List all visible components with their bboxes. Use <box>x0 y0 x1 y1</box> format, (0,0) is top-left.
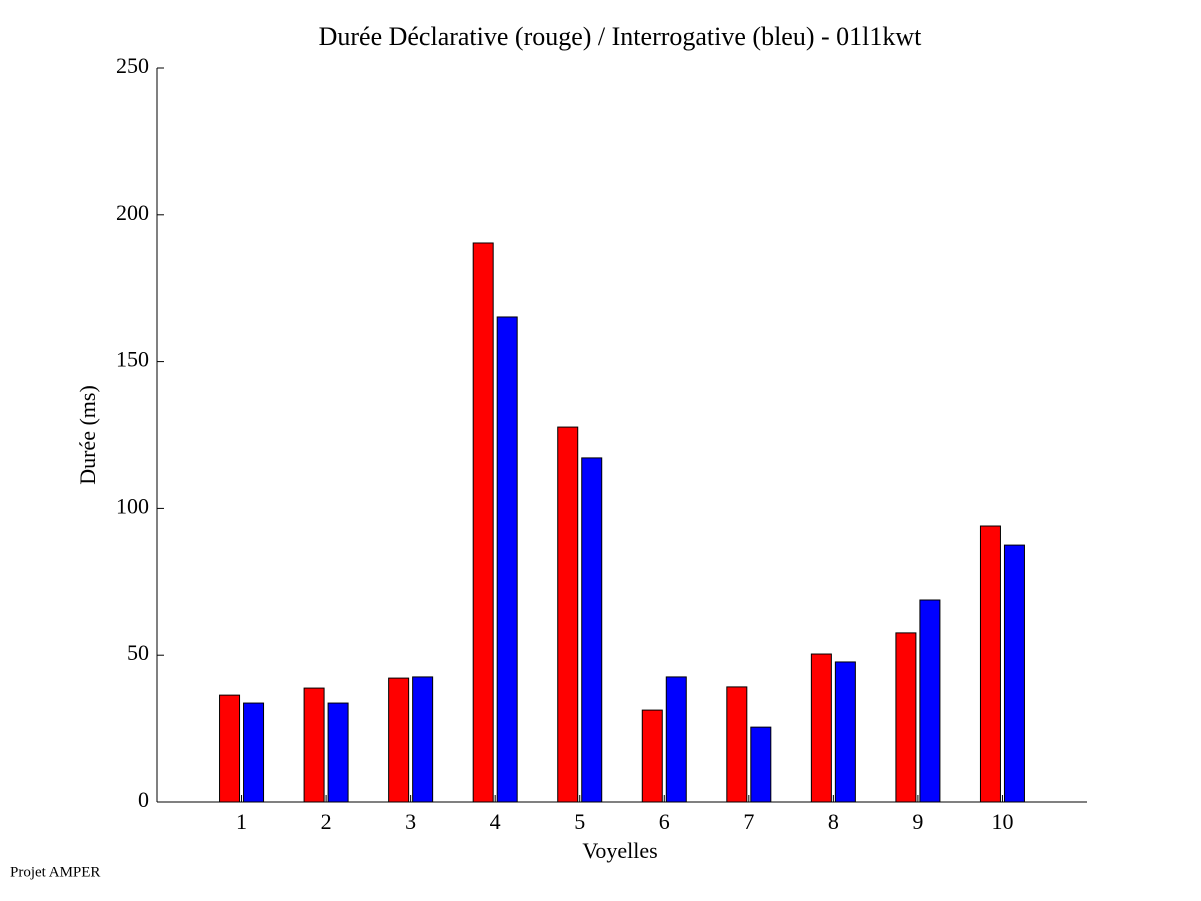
x-tick-label: 5 <box>574 809 585 834</box>
bar <box>412 676 434 803</box>
bar <box>895 632 917 803</box>
x-tick-label: 3 <box>405 809 416 834</box>
x-tick-label: 2 <box>321 809 332 834</box>
y-tick-label: 0 <box>138 787 149 812</box>
bar <box>303 687 325 803</box>
x-tick-label: 6 <box>659 809 670 834</box>
bar <box>243 702 265 803</box>
bar <box>834 661 856 803</box>
bar <box>472 242 494 803</box>
x-tick-label: 4 <box>490 809 501 834</box>
x-tick-label: 8 <box>828 809 839 834</box>
x-tick-label: 9 <box>912 809 923 834</box>
y-tick-label: 250 <box>116 53 149 78</box>
y-tick-label: 150 <box>116 347 149 372</box>
bar <box>496 316 518 803</box>
chart-title: Durée Déclarative (rouge) / Interrogativ… <box>319 22 923 51</box>
y-tick-label: 50 <box>127 640 149 665</box>
bar <box>327 702 349 803</box>
y-tick-label: 100 <box>116 493 149 518</box>
x-axis-label: Voyelles <box>582 838 657 863</box>
bar <box>979 525 1001 803</box>
bar <box>665 676 687 803</box>
bar <box>388 677 410 803</box>
bar <box>641 709 663 803</box>
bar <box>557 426 579 803</box>
x-tick-label: 7 <box>743 809 754 834</box>
bar <box>581 457 603 803</box>
x-tick-label: 10 <box>991 809 1013 834</box>
x-tick-label: 1 <box>236 809 247 834</box>
bar <box>726 686 748 803</box>
y-tick-label: 200 <box>116 200 149 225</box>
y-axis-label: Durée (ms) <box>75 385 100 485</box>
bar <box>219 694 241 803</box>
bar <box>750 726 772 803</box>
bar <box>919 599 941 803</box>
bar <box>810 653 832 803</box>
bar <box>1003 544 1025 803</box>
footer: Projet AMPER <box>10 864 100 880</box>
